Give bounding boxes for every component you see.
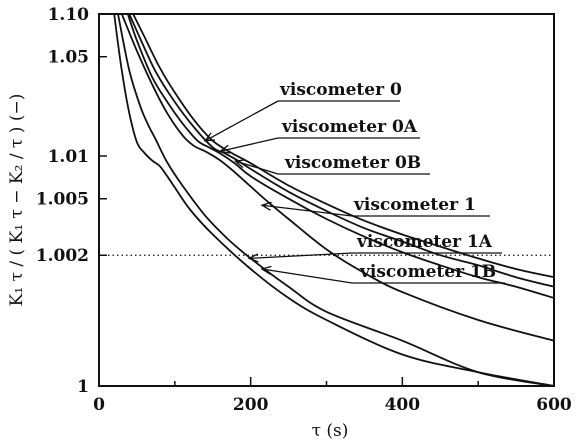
- callout-arrowhead: [218, 144, 231, 154]
- callout-arrowhead: [203, 132, 216, 142]
- callout-label: viscometer 1B: [359, 262, 496, 282]
- callout-leader: [204, 100, 279, 142]
- y-tick-label: 1.01: [48, 147, 89, 167]
- axis-ticks: [99, 55, 479, 386]
- callout-leader: [220, 137, 279, 152]
- series-line-viscometer-1a: [120, 13, 555, 342]
- x-tick-label: 600: [536, 395, 572, 415]
- callout-arrowhead: [247, 253, 259, 263]
- y-tick-label: 1.005: [36, 190, 89, 210]
- callout-leader: [235, 160, 279, 175]
- x-tick-labels: 0 200 400 600: [93, 395, 572, 415]
- x-tick-label: 400: [385, 395, 421, 415]
- callout-arrowhead: [260, 265, 272, 275]
- y-tick-labels: 1 1.002 1.005 1.01 1.05 1.10: [36, 5, 89, 397]
- callout-leader: [261, 268, 353, 284]
- callout-label: viscometer 1: [353, 195, 476, 215]
- callout-label: viscometer 0B: [284, 153, 421, 173]
- x-axis-title: τ (s): [312, 421, 349, 440]
- y-tick-label: 1.05: [48, 48, 89, 68]
- y-tick-label: 1: [77, 377, 89, 397]
- callout-label: viscometer 1A: [356, 232, 493, 252]
- y-tick-label: 1.002: [36, 246, 89, 266]
- series-line-viscometer-0a: [128, 13, 555, 288]
- x-tick-label: 200: [233, 395, 269, 415]
- callout-leader: [249, 252, 353, 260]
- x-tick-label: 0: [93, 395, 105, 415]
- y-tick-label: 1.10: [48, 5, 90, 25]
- plot-frame: [98, 13, 555, 387]
- y-axis-title: K₁ τ / ( K₁ τ − K₂ / τ ) (−): [7, 94, 27, 307]
- callout-label: viscometer 0A: [281, 117, 418, 137]
- series-line-viscometer-1b: [117, 13, 555, 387]
- callout-label: viscometer 0: [279, 80, 402, 100]
- callout-arrowhead: [260, 201, 272, 211]
- series-line-viscometer-1: [113, 13, 555, 387]
- callout-leader: [261, 204, 353, 217]
- series-curves: [113, 13, 555, 387]
- callout-arrowhead: [233, 159, 246, 169]
- callouts: viscometer 0 viscometer 0A viscometer 0B vi…: [203, 80, 505, 284]
- series-line-viscometer-0b: [126, 13, 555, 299]
